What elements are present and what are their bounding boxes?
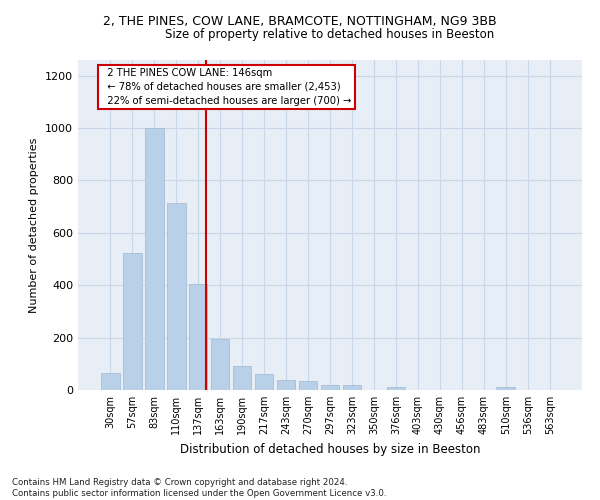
Bar (320, 386, 340, 390)
Bar (167, 202, 185, 390)
Bar (386, 388, 405, 390)
Title: Size of property relative to detached houses in Beeston: Size of property relative to detached ho… (166, 28, 494, 41)
Bar (123, 252, 142, 390)
Bar (211, 339, 229, 390)
Bar (145, 128, 164, 390)
Bar (101, 373, 119, 390)
Bar (343, 385, 361, 390)
Y-axis label: Number of detached properties: Number of detached properties (29, 138, 40, 312)
Text: 2, THE PINES, COW LANE, BRAMCOTE, NOTTINGHAM, NG9 3BB: 2, THE PINES, COW LANE, BRAMCOTE, NOTTIN… (103, 15, 497, 28)
Bar (189, 284, 208, 390)
Bar (496, 388, 515, 390)
Text: 2 THE PINES COW LANE: 146sqm
  ← 78% of detached houses are smaller (2,453)
  22: 2 THE PINES COW LANE: 146sqm ← 78% of de… (101, 68, 352, 106)
Bar (277, 380, 295, 390)
Text: Contains HM Land Registry data © Crown copyright and database right 2024.
Contai: Contains HM Land Registry data © Crown c… (12, 478, 386, 498)
Bar (255, 374, 274, 390)
Bar (299, 382, 317, 390)
Bar (233, 366, 251, 390)
X-axis label: Distribution of detached houses by size in Beeston: Distribution of detached houses by size … (180, 442, 480, 456)
